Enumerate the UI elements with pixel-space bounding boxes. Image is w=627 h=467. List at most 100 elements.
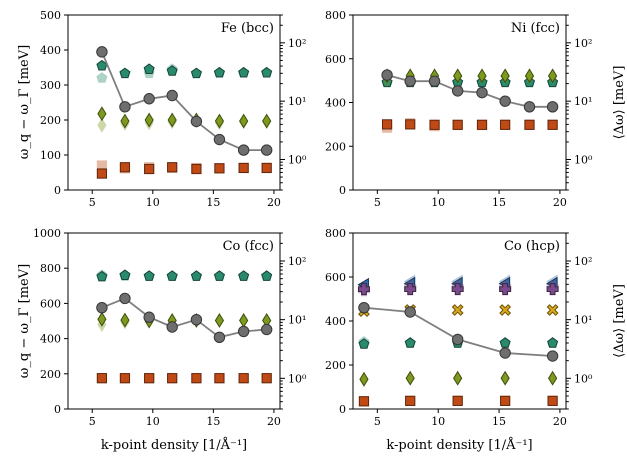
deviation-point: [190, 313, 203, 326]
panel-title: Fe (bcc): [221, 21, 274, 36]
x-tick-label: 20: [267, 196, 281, 209]
deviation-point: [428, 75, 441, 87]
y-tick-label: 0: [54, 184, 61, 197]
data-point: [191, 373, 202, 384]
y-tick-label: 0: [339, 184, 346, 197]
series-mode-low: [96, 373, 272, 384]
data-point: [261, 66, 273, 78]
y2-tick-label: 10²: [288, 37, 306, 50]
y-tick-label: 1000: [33, 227, 61, 240]
y2-tick-label: 10¹: [574, 95, 592, 108]
data-point: [144, 373, 155, 384]
data-point: [144, 163, 155, 175]
data-point: [190, 270, 202, 281]
x-tick-label: 20: [267, 415, 281, 428]
faint-point: [97, 117, 107, 133]
data-point: [548, 68, 558, 84]
data-point: [547, 337, 559, 348]
deviation-point: [237, 144, 250, 156]
data-point: [451, 304, 464, 316]
panel-title: Co (fcc): [223, 239, 274, 254]
y-tick-label: 200: [40, 114, 61, 127]
data-point: [167, 112, 177, 128]
series-mode-b: [357, 280, 559, 297]
deviation-point: [119, 292, 131, 305]
x-axis-label: k-point density [1/Å⁻¹]: [386, 437, 532, 453]
plot-frame: [352, 14, 567, 191]
x-tick-label: 15: [492, 415, 506, 428]
deviation-point: [213, 133, 226, 146]
data-point: [499, 304, 512, 316]
y-tick-label: 0: [339, 403, 346, 416]
series-mode-low: [96, 160, 272, 179]
y2-tick-label: 10¹: [288, 95, 306, 108]
y2-axis-label: ⟨Δω⟩ [meV]: [612, 66, 627, 140]
y2-tick-label: 10¹: [288, 314, 306, 327]
data-point: [262, 113, 272, 129]
data-point: [477, 68, 487, 84]
deviation-line: [101, 51, 267, 152]
deviation-point: [499, 95, 511, 107]
data-point: [381, 119, 393, 130]
y-tick-label: 200: [325, 359, 346, 372]
data-point-shape: [499, 304, 512, 316]
data-point: [359, 371, 369, 387]
deviation-point: [404, 75, 416, 87]
y2-tick-label: 10²: [574, 37, 592, 50]
data-point: [214, 163, 225, 174]
series-mean-deviation: [381, 69, 559, 113]
data-point: [499, 337, 511, 348]
x-tick-label: 10: [431, 415, 445, 428]
data-point: [500, 68, 510, 84]
y-tick-label: 200: [40, 368, 61, 381]
data-point: [143, 270, 155, 281]
data-point: [453, 370, 463, 386]
data-point: [453, 68, 463, 84]
data-point: [476, 119, 488, 130]
deviation-point: [546, 101, 559, 113]
data-point: [547, 395, 558, 406]
data-point: [261, 270, 273, 281]
data-point: [452, 119, 463, 130]
data-point: [451, 283, 464, 296]
data-point: [144, 112, 154, 128]
y2-tick-label: 10²: [574, 255, 592, 268]
data-point: [214, 313, 225, 328]
y-tick-label: 600: [40, 297, 61, 310]
data-point: [547, 119, 558, 130]
data-point: [119, 67, 131, 79]
data-point-shape: [451, 304, 464, 316]
x-tick-label: 20: [553, 196, 567, 209]
deviation-point: [143, 311, 155, 323]
data-point: [239, 113, 249, 129]
y2-tick-label: 10⁰: [574, 153, 593, 166]
deviation-point: [546, 350, 559, 362]
deviation-point: [499, 347, 511, 359]
data-point: [358, 338, 370, 349]
data-point: [214, 373, 225, 384]
data-point: [546, 283, 559, 296]
y-tick-label: 400: [40, 333, 61, 346]
data-point: [96, 270, 108, 282]
data-point: [238, 270, 250, 281]
deviation-point: [476, 86, 488, 99]
series-mode-low: [381, 118, 558, 133]
y-tick-label: 800: [40, 262, 61, 275]
x-axis-label: k-point density [1/Å⁻¹]: [101, 437, 247, 453]
y-tick-label: 200: [325, 140, 346, 153]
data-point: [405, 370, 415, 386]
data-point: [452, 395, 463, 406]
x-tick-label: 10: [146, 415, 160, 428]
y-tick-label: 500: [40, 9, 61, 22]
y2-tick-label: 10⁰: [574, 372, 593, 385]
y2-tick-label: 10⁰: [288, 153, 307, 166]
x-tick-label: 20: [553, 415, 567, 428]
y-tick-label: 600: [325, 53, 346, 66]
y-tick-label: 0: [54, 403, 61, 416]
y-tick-label: 100: [40, 149, 61, 162]
series-mode-mid: [359, 370, 558, 387]
data-point: [404, 337, 416, 348]
data-point: [213, 270, 225, 281]
